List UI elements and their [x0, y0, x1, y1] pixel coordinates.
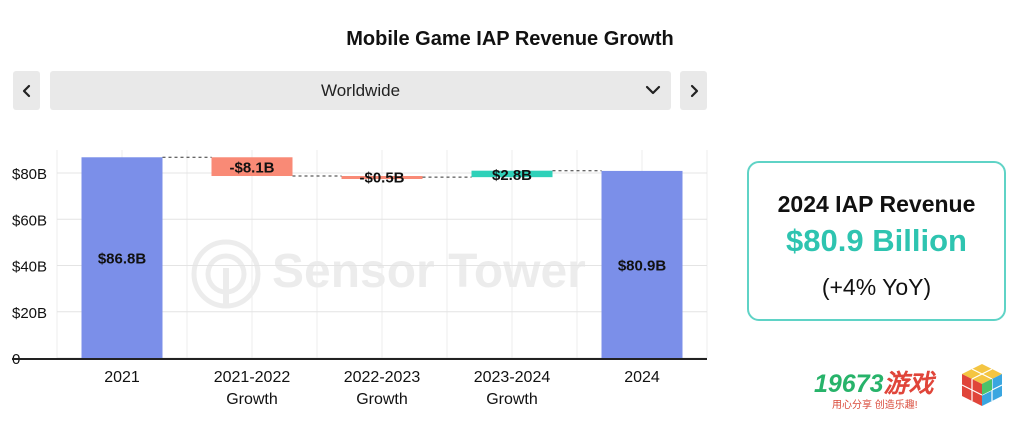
- region-dropdown[interactable]: Worldwide: [50, 71, 671, 110]
- x-tick-label: Growth: [486, 391, 538, 408]
- chevron-right-icon: [690, 84, 698, 97]
- total-bar: [81, 157, 163, 358]
- data-label: -$0.5B: [359, 170, 404, 187]
- chevron-down-icon: [645, 85, 661, 95]
- chart-title: Mobile Game IAP Revenue Growth: [346, 28, 674, 50]
- summary-card-change: (+4% YoY): [821, 274, 932, 300]
- previous-button[interactable]: [13, 71, 40, 110]
- logo-text: 19673游戏: [814, 364, 934, 400]
- y-tick-label: $80B: [12, 166, 47, 183]
- y-tick-label: $60B: [12, 212, 47, 229]
- data-label: $86.8B: [98, 251, 147, 268]
- next-button[interactable]: [680, 71, 707, 110]
- site-logo: 19673游戏 用心分享 创造乐趣!: [812, 362, 1012, 412]
- logo-digits: 19673: [814, 370, 884, 398]
- data-label: $80.9B: [618, 257, 667, 274]
- rubik-cube-icon: [961, 364, 1003, 406]
- x-tick-label: 2024: [624, 369, 660, 386]
- x-tick-label: 2021: [104, 369, 140, 386]
- summary-card: 2024 IAP Revenue $80.9 Billion (+4% YoY): [747, 161, 1006, 321]
- region-dropdown-value: Worldwide: [320, 81, 401, 100]
- summary-card-value: $80.9 Billion: [786, 223, 967, 258]
- decrease-bar: [211, 157, 293, 177]
- data-label: $2.8B: [492, 167, 532, 184]
- x-tick-label: 2023-2024: [474, 369, 551, 386]
- x-tick-label: Growth: [356, 391, 408, 408]
- decrease-bar: [341, 176, 423, 180]
- y-tick-label: $40B: [12, 259, 47, 276]
- x-tick-label: 2021-2022: [214, 369, 291, 386]
- logo-tagline: 用心分享 创造乐趣!: [832, 400, 918, 411]
- x-tick-label: Growth: [226, 391, 278, 408]
- data-label: -$8.1B: [229, 160, 274, 177]
- logo-chars: 游戏: [883, 370, 934, 398]
- waterfall-chart: 0$20B$40B$60B$80B$86.8B-$8.1B-$0.5B$2.8B…: [12, 150, 708, 408]
- y-tick-label: $20B: [12, 305, 47, 322]
- chevron-left-icon: [22, 84, 30, 97]
- total-bar: [601, 170, 683, 358]
- x-tick-label: 2022-2023: [344, 369, 421, 386]
- increase-bar: [471, 170, 553, 178]
- summary-card-title: 2024 IAP Revenue: [777, 191, 976, 217]
